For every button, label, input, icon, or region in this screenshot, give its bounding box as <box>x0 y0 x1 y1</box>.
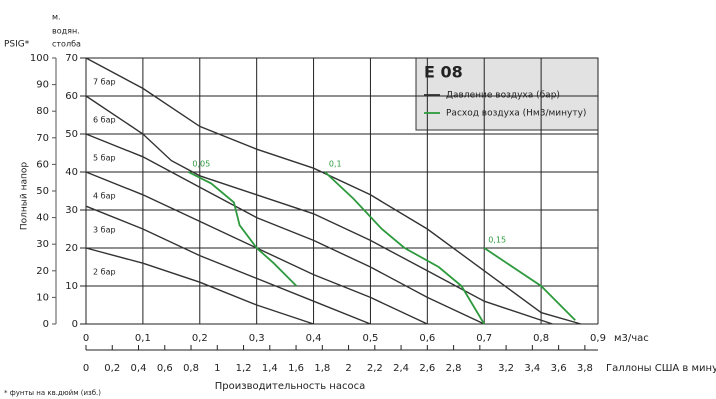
x-tick-label: 0 <box>83 333 89 344</box>
y2-tick-label: 100 <box>30 53 49 64</box>
x-tick-label: 0,9 <box>590 333 606 344</box>
x-tick-label: 0,6 <box>419 333 435 344</box>
x2-tick-label: 2,4 <box>393 363 409 374</box>
legend-label: Расход воздуха (Нм3/минуту) <box>446 109 586 119</box>
y2-tick-label: 40 <box>36 213 49 224</box>
curve <box>187 171 298 287</box>
curve-label: 3 бар <box>93 226 116 235</box>
x2-tick-label: 2,8 <box>446 363 462 374</box>
x2-tick-label: 0,8 <box>183 363 199 374</box>
x2-tick-label: 0,6 <box>157 363 173 374</box>
x2-tick-label: 2,6 <box>419 363 435 374</box>
y2-tick-label: 60 <box>36 159 49 170</box>
footnote: * фунты на кв.дюйм (изб.) <box>4 389 101 397</box>
y-tick-label: 30 <box>65 205 78 216</box>
x2-tick-label: 1,6 <box>288 363 304 374</box>
x2-tick-label: 0,2 <box>104 363 120 374</box>
x2-tick-label: 1 <box>214 363 220 374</box>
y-tick-label: 20 <box>65 243 78 254</box>
y2-tick-label: 80 <box>36 106 49 117</box>
curve <box>483 247 576 321</box>
y-tick-label: 50 <box>65 129 78 140</box>
x2-tick-label: 3,8 <box>577 363 593 374</box>
x-axis-label: Производительность насоса <box>215 381 365 392</box>
curve <box>85 95 553 325</box>
y2-tick-label: 20 <box>36 266 49 277</box>
y2-axis-label: PSIG* <box>4 40 30 50</box>
x2-tick-label: 1,8 <box>314 363 330 374</box>
curve-label: 4 бар <box>93 192 116 201</box>
x2-tick-label: 1,4 <box>262 363 278 374</box>
x2-tick-label: 3,6 <box>551 363 567 374</box>
curve-label: 6 бар <box>93 116 116 125</box>
x2-tick-label: 3,4 <box>524 363 540 374</box>
x2-axis-label: Галлоны США в минуту <box>606 363 716 374</box>
legend-box <box>415 57 599 131</box>
curve-label: 7 бар <box>93 78 116 87</box>
y-tick-label: 60 <box>65 91 78 102</box>
curve-label: 0,1 <box>329 160 342 169</box>
curve <box>85 57 582 325</box>
x2-tick-label: 3,2 <box>498 363 514 374</box>
curve <box>324 171 485 325</box>
y2-tick-label: 30 <box>36 239 49 250</box>
legend-label: Давление воздуха (бар) <box>446 91 560 101</box>
x2-tick-label: 0 <box>83 363 89 374</box>
y-tick-label: 40 <box>65 167 78 178</box>
curve <box>85 133 485 325</box>
chart-title: E 08 <box>424 63 463 82</box>
x-tick-label: 0,1 <box>135 333 151 344</box>
y-axis-label: Полный напор <box>20 162 30 231</box>
x2-tick-label: 0,4 <box>131 363 147 374</box>
x-unit: м3/час <box>614 333 649 344</box>
x-tick-label: 0,7 <box>476 333 492 344</box>
curve <box>85 205 371 325</box>
x-tick-label: 0,8 <box>533 333 549 344</box>
curve-label: 5 бар <box>93 154 116 163</box>
curve-label: 2 бар <box>93 268 116 277</box>
y2-tick-label: 90 <box>36 80 49 91</box>
curve-label: 0,15 <box>488 236 506 245</box>
y2-tick-label: 0 <box>43 319 49 330</box>
x2-tick-label: 3 <box>477 363 483 374</box>
y-tick-label: 0 <box>72 319 78 330</box>
x2-tick-label: 2,2 <box>367 363 383 374</box>
y2-tick-label: 70 <box>36 133 49 144</box>
x-tick-label: 0,2 <box>192 333 208 344</box>
curve <box>85 247 314 325</box>
x2-tick-label: 2 <box>345 363 351 374</box>
x-tick-label: 0,5 <box>362 333 378 344</box>
y2-tick-label: 10 <box>36 292 49 303</box>
y-unit: водян. <box>52 27 80 36</box>
y-unit: столба <box>52 40 81 49</box>
y-unit: м. <box>52 13 61 22</box>
curve-label: 0,05 <box>192 160 210 169</box>
x-tick-label: 0,4 <box>306 333 322 344</box>
y-tick-label: 70 <box>65 53 78 64</box>
x2-tick-label: 1,2 <box>236 363 252 374</box>
y-tick-label: 10 <box>65 281 78 292</box>
x-tick-label: 0,3 <box>249 333 265 344</box>
y2-tick-label: 50 <box>36 186 49 197</box>
